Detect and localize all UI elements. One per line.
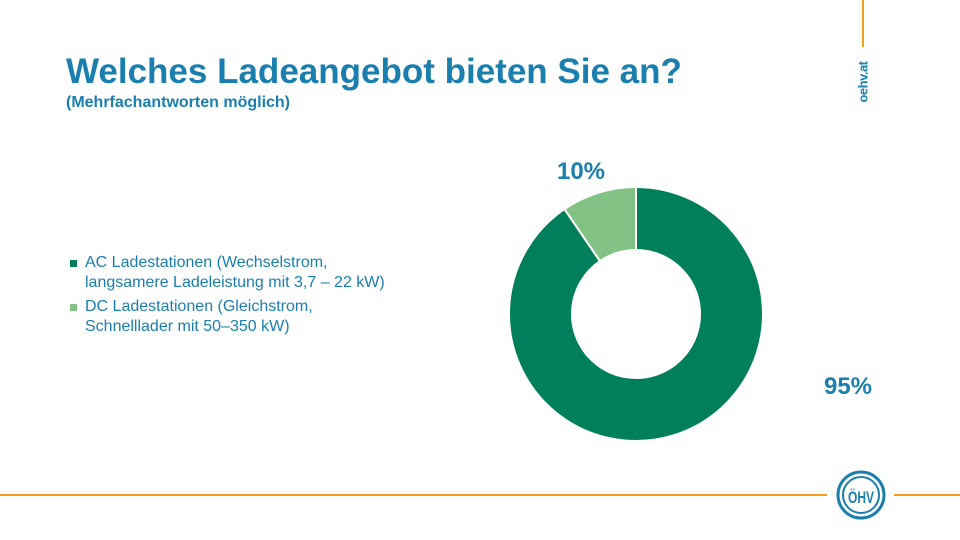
orange-divider-left	[0, 494, 827, 496]
data-label-dc: 10%	[557, 158, 605, 185]
page-subtitle: (Mehrfachantworten möglich)	[66, 94, 291, 111]
donut-slice-dc	[563, 185, 637, 263]
legend-swatch-dc	[70, 304, 77, 311]
legend-swatch-ac	[70, 260, 77, 267]
logo-text: ÖHV	[848, 488, 874, 507]
chart-legend: AC Ladestationen (Wechselstrom, langsame…	[70, 253, 385, 341]
oehv-logo: ÖHV	[836, 470, 886, 520]
legend-item-ac: AC Ladestationen (Wechselstrom, langsame…	[70, 253, 385, 293]
data-label-ac: 95%	[824, 373, 872, 400]
orange-divider-vertical	[862, 0, 864, 47]
page-title: Welches Ladeangebot bieten Sie an?	[66, 52, 682, 91]
donut-slice-ac	[508, 185, 764, 442]
legend-label-ac: AC Ladestationen (Wechselstrom, langsame…	[85, 254, 385, 291]
orange-divider-right	[894, 494, 960, 496]
legend-item-dc: DC Ladestationen (Gleichstrom, Schnellla…	[70, 297, 385, 337]
legend-label-dc: DC Ladestationen (Gleichstrom, Schnellla…	[85, 298, 313, 335]
